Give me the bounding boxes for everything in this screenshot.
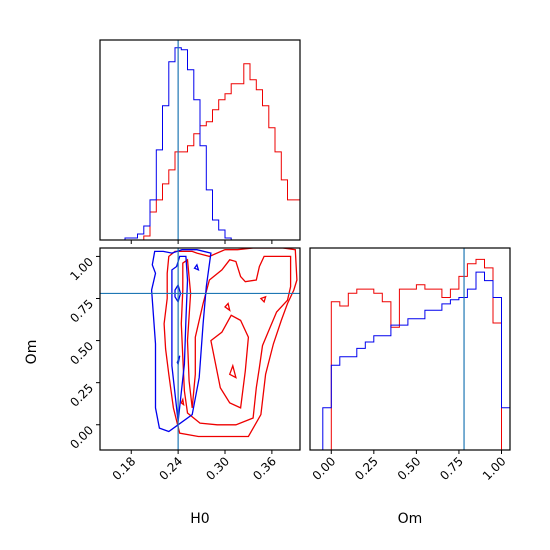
- om-x-tick-label-4: 1.00: [480, 454, 509, 483]
- blue-contour-3: [193, 263, 200, 272]
- om-x-tick-label-2: 0.50: [395, 454, 424, 483]
- om-histogram-frame: [309, 247, 511, 451]
- om-histogram-blue-series: [314, 271, 510, 450]
- x-axis-label-om: Om: [398, 511, 423, 527]
- red-contour-1: [180, 255, 292, 426]
- red-contour-0: [163, 248, 298, 438]
- blue-contour-0: [150, 249, 212, 433]
- joint-contour-panel: 0.18 0.24 0.30 0.36 0.00 0.25 0.50 0.75 1.00: [67, 247, 301, 483]
- red-contour-2: [210, 314, 250, 409]
- h0-x-tick-label-1: 0.24: [156, 454, 185, 483]
- joint-contour-frame: [99, 247, 301, 451]
- om-x-tick-label-1: 0.25: [352, 454, 381, 483]
- y-axis-label-om: Om: [24, 340, 40, 365]
- om-y-tick-label-2: 0.50: [67, 339, 96, 368]
- om-x-tick-label-3: 0.75: [437, 454, 466, 483]
- red-contour-5: [180, 397, 185, 407]
- h0-x-tick-label-3: 0.36: [250, 454, 279, 483]
- h0-histogram-frame: [99, 39, 301, 241]
- om-histogram-panel: 0.00 0.25 0.50 0.75 1.00: [309, 247, 511, 483]
- h0-histogram-blue-series: [100, 47, 300, 240]
- x-axis-label-h0: H0: [190, 511, 209, 527]
- om-y-tick-label-4: 1.00: [67, 255, 96, 284]
- om-y-tick-label-0: 0.00: [67, 423, 96, 452]
- om-x-tick-label-0: 0.00: [310, 454, 339, 483]
- om-histogram-red-series: [314, 258, 510, 450]
- h0-x-tick-label-2: 0.30: [203, 454, 232, 483]
- h0-histogram-panel: [99, 39, 301, 244]
- h0-x-tick-label-0: 0.18: [110, 454, 139, 483]
- om-y-tick-label-3: 0.75: [67, 297, 96, 326]
- om-y-tick-label-1: 0.25: [67, 381, 96, 410]
- red-contour-4: [224, 302, 231, 312]
- h0-histogram-red-series: [100, 63, 300, 240]
- red-contour-3: [228, 363, 237, 379]
- red-contour-6: [259, 295, 267, 304]
